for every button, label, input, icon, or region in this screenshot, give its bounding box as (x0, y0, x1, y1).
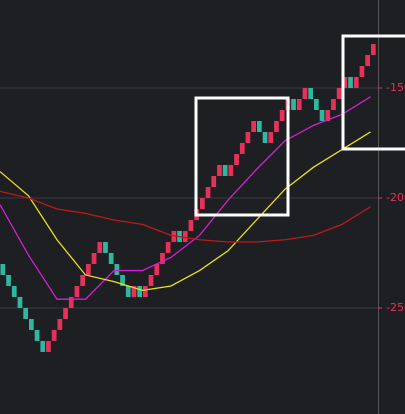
brick (239, 142, 245, 154)
brick (171, 230, 177, 242)
brick (222, 164, 228, 176)
brick (359, 65, 365, 77)
brick (86, 263, 91, 275)
brick (154, 263, 160, 275)
brick (211, 175, 217, 187)
brick (51, 329, 57, 341)
brick (23, 307, 28, 319)
brick (74, 285, 80, 297)
brick (131, 285, 137, 297)
brick (257, 120, 262, 132)
brick (97, 241, 103, 253)
brick (68, 296, 74, 308)
brick (319, 109, 325, 121)
brick (251, 120, 256, 132)
moving-average (0, 190, 371, 243)
y-tick-label: -250 (386, 301, 405, 314)
brick (291, 98, 296, 110)
moving-average (0, 131, 371, 292)
y-tick-label: -200 (386, 191, 405, 204)
brick (137, 285, 142, 297)
brick (46, 340, 51, 352)
brick (228, 164, 234, 176)
highlight-box (341, 34, 405, 151)
brick (308, 87, 313, 99)
brick (108, 252, 114, 264)
moving-average (0, 96, 371, 300)
brick (325, 109, 331, 121)
brick (245, 131, 251, 143)
brick (217, 164, 222, 176)
brick (17, 296, 23, 308)
y-tick-label: -150 (386, 81, 405, 94)
brick (314, 98, 319, 110)
brick (63, 307, 68, 319)
brick (160, 252, 165, 264)
brick (182, 230, 188, 242)
brick (188, 219, 194, 231)
brick (0, 263, 6, 275)
brick (34, 329, 40, 341)
brick (205, 186, 211, 198)
brick (200, 197, 205, 209)
brick (302, 87, 308, 99)
brick (365, 54, 370, 66)
brick (274, 120, 279, 132)
brick (331, 98, 336, 110)
brick (125, 285, 131, 297)
brick (120, 274, 125, 286)
brick (348, 76, 353, 88)
brick (91, 252, 97, 264)
brick (143, 285, 148, 297)
brick (342, 76, 348, 88)
brick (353, 76, 359, 88)
brick (6, 274, 11, 286)
brick (296, 98, 302, 110)
brick (114, 263, 120, 275)
brick (57, 318, 63, 330)
brick (80, 274, 85, 286)
brick (234, 153, 239, 165)
brick (148, 274, 154, 286)
brick (268, 131, 274, 143)
brick (262, 131, 268, 143)
brick (11, 285, 17, 297)
brick (29, 318, 34, 330)
brick (336, 87, 342, 99)
brick (40, 340, 46, 352)
brick (103, 241, 108, 253)
highlight-box (194, 96, 290, 217)
brick (165, 241, 171, 253)
brick (279, 109, 285, 121)
brick (371, 43, 376, 55)
